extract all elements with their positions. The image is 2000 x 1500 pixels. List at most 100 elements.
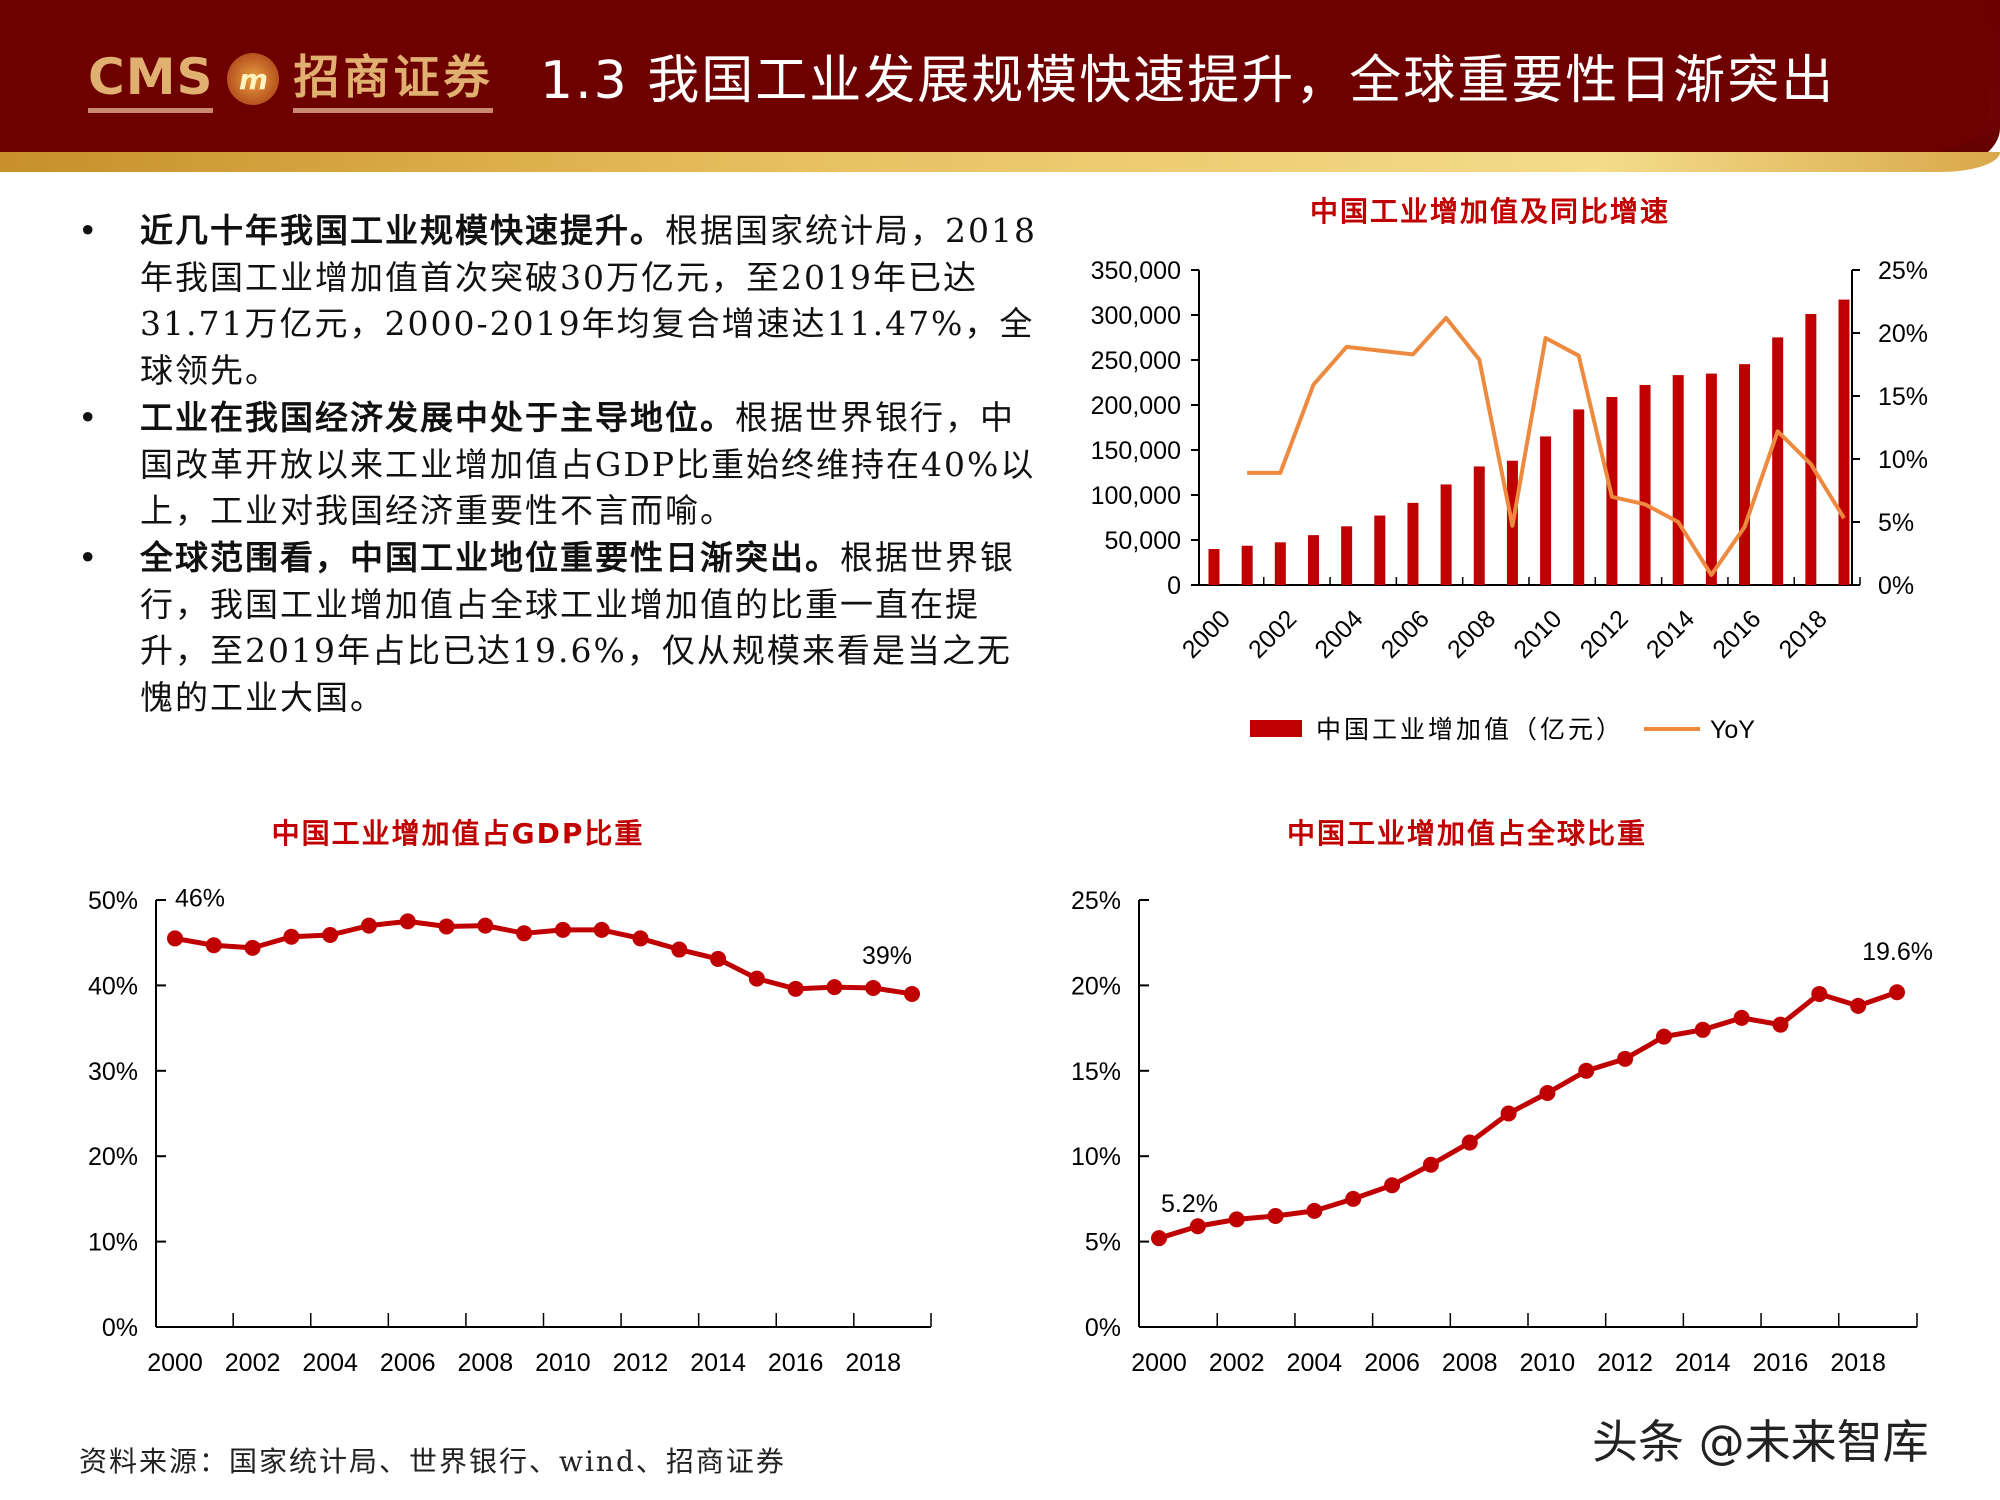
chart3-x-tick-label: 2006	[1364, 1349, 1420, 1377]
chart1-x-tick-label: 2012	[1575, 605, 1634, 664]
chart2-x-tick-label: 2010	[535, 1349, 591, 1377]
chart3-x-tick-label: 2016	[1753, 1349, 1809, 1377]
chart3-title: 中国工业增加值占全球比重	[1286, 817, 1648, 850]
chart3-point	[1889, 984, 1905, 1001]
chart2-x-tick-label: 2018	[845, 1349, 901, 1377]
chart2-y-tick-label: 10%	[88, 1229, 138, 1257]
chart3-point	[1306, 1202, 1323, 1219]
chart2-point	[671, 941, 688, 958]
chart2-x-tick-label: 2012	[613, 1349, 669, 1377]
chart3-point	[1694, 1021, 1711, 1038]
chart2-x-tick-label: 2008	[458, 1349, 514, 1377]
legend-bar-label: 中国工业增加值（亿元）	[1316, 716, 1624, 744]
chart2-x-tick-label: 2002	[225, 1349, 281, 1377]
chart2-point	[283, 928, 300, 945]
chart1-bar	[1540, 436, 1552, 585]
chart2-data-label: 46%	[175, 884, 225, 912]
chart2-point	[399, 913, 416, 930]
chart1-x-tick-label: 2008	[1442, 605, 1501, 664]
chart2-point	[865, 979, 882, 996]
chart3-point	[1384, 1177, 1401, 1194]
chart1-yoy-line	[1247, 315, 1846, 577]
bullet-item: • 工业在我国经济发展中处于主导地位。根据世界银行，中国改革开放以来工业增加值占…	[78, 395, 1038, 535]
chart3-y-tick-label: 0%	[1085, 1314, 1121, 1342]
chart2-point	[167, 930, 183, 947]
chart1-left-tick-label: 150,000	[1091, 437, 1181, 465]
chart1-x-tick-label: 2004	[1309, 605, 1368, 664]
chart2-y-tick-label: 20%	[88, 1143, 138, 1171]
chart1-right-tick-label: 15%	[1878, 383, 1928, 411]
chart1-title: 中国工业增加值及同比增速	[1309, 195, 1671, 228]
chart2-y-tick-label: 40%	[88, 972, 138, 1000]
chart2-point	[710, 950, 727, 967]
chart1-bar	[1208, 549, 1220, 585]
chart2-point	[516, 925, 533, 942]
chart1-x-tick-label: 2010	[1508, 605, 1567, 664]
chart1-x-tick-label: 2006	[1376, 605, 1435, 664]
chart1-x-tick-label: 2016	[1707, 605, 1766, 664]
chart3-x-tick-label: 2004	[1287, 1349, 1343, 1377]
chart3-y-tick-label: 10%	[1071, 1143, 1121, 1171]
chart3-y-tick-label: 25%	[1071, 887, 1121, 915]
chart1-bar	[1274, 542, 1286, 585]
chart3-point	[1500, 1105, 1517, 1122]
logo-emblem-icon: m	[227, 53, 280, 105]
chart3-x-tick-label: 2012	[1597, 1349, 1653, 1377]
chart2-point	[904, 985, 920, 1002]
chart3-x-tick-label: 2008	[1442, 1349, 1498, 1377]
bullet-list: • 近几十年我国工业规模快速提升。根据国家统计局，2018年我国工业增加值首次突…	[78, 208, 1038, 722]
chart1-bar	[1639, 384, 1651, 585]
chart1-right-tick-label: 5%	[1878, 509, 1914, 537]
chart2-x-tick-label: 2016	[768, 1349, 824, 1377]
chart3-point	[1772, 1016, 1789, 1033]
chart1-bar	[1672, 375, 1684, 585]
chart1-bar	[1805, 314, 1817, 585]
header-background	[0, 0, 1990, 152]
chart2-x-tick-label: 2014	[690, 1349, 746, 1377]
chart1-right-tick-label: 20%	[1878, 320, 1928, 348]
chart2-data-label: 39%	[862, 942, 912, 970]
chart3-point	[1617, 1050, 1634, 1067]
chart1-bar	[1374, 515, 1386, 585]
chart3-point	[1578, 1062, 1595, 1079]
chart1-right-tick-label: 10%	[1878, 446, 1928, 474]
chart2-point	[244, 939, 261, 956]
chart2-point	[477, 917, 494, 934]
chart1-left-tick-label: 300,000	[1091, 302, 1181, 330]
chart1-right-tick-label: 25%	[1878, 257, 1928, 285]
chart1-left-tick-label: 0	[1167, 572, 1181, 600]
chart3-x-tick-label: 2010	[1520, 1349, 1576, 1377]
chart3-data-label: 5.2%	[1161, 1190, 1218, 1218]
chart3-point	[1733, 1009, 1750, 1026]
chart3-point	[1267, 1207, 1284, 1224]
chart3-point	[1850, 997, 1867, 1014]
bullet-heading: 工业在我国经济发展中处于主导地位。	[140, 397, 735, 437]
chart2-point	[748, 970, 765, 987]
chart1-bar	[1241, 545, 1253, 585]
bullet-dot-icon: •	[78, 397, 100, 437]
bullet-item: • 全球范围看，中国工业地位重要性日渐突出。根据世界银行，我国工业增加值占全球工…	[78, 535, 1038, 722]
chart2-point	[593, 921, 610, 938]
chart3-x-tick-label: 2002	[1209, 1349, 1265, 1377]
chart3-data-label: 19.6%	[1862, 938, 1933, 966]
watermark: 头条 @未来智库	[1592, 1415, 1929, 1469]
chart3-x-tick-label: 2014	[1675, 1349, 1731, 1377]
chart2-x-tick-label: 2006	[380, 1349, 436, 1377]
chart2-point	[632, 930, 649, 947]
chart1-left-tick-label: 350,000	[1091, 257, 1181, 285]
logo-text: CMS	[88, 46, 214, 113]
chart3-point	[1539, 1085, 1556, 1102]
chart2-point	[787, 980, 804, 997]
header-banner: CMS m 招商证券 1.3 我国工业发展规模快速提升，全球重要性日渐突出	[0, 0, 2000, 172]
chart1-x-tick-label: 2014	[1641, 605, 1700, 664]
bullet-heading: 全球范围看，中国工业地位重要性日渐突出。	[140, 537, 840, 577]
bullet-text: 根据世界银行，中国改革开放以来工业增加值占GDP比重始终维持在40%以上，工业对…	[140, 397, 1036, 531]
chart2-x-tick-label: 2000	[147, 1349, 203, 1377]
bullet-heading: 近几十年我国工业规模快速提升。	[140, 211, 665, 250]
chart1-bar	[1739, 364, 1751, 585]
chart1-bar	[1838, 299, 1850, 585]
chart3-y-tick-label: 5%	[1085, 1229, 1121, 1257]
chart2-y-tick-label: 30%	[88, 1058, 138, 1086]
chart2-point	[360, 917, 377, 934]
bullet-item: • 近几十年我国工业规模快速提升。根据国家统计局，2018年我国工业增加值首次突…	[78, 208, 1038, 395]
